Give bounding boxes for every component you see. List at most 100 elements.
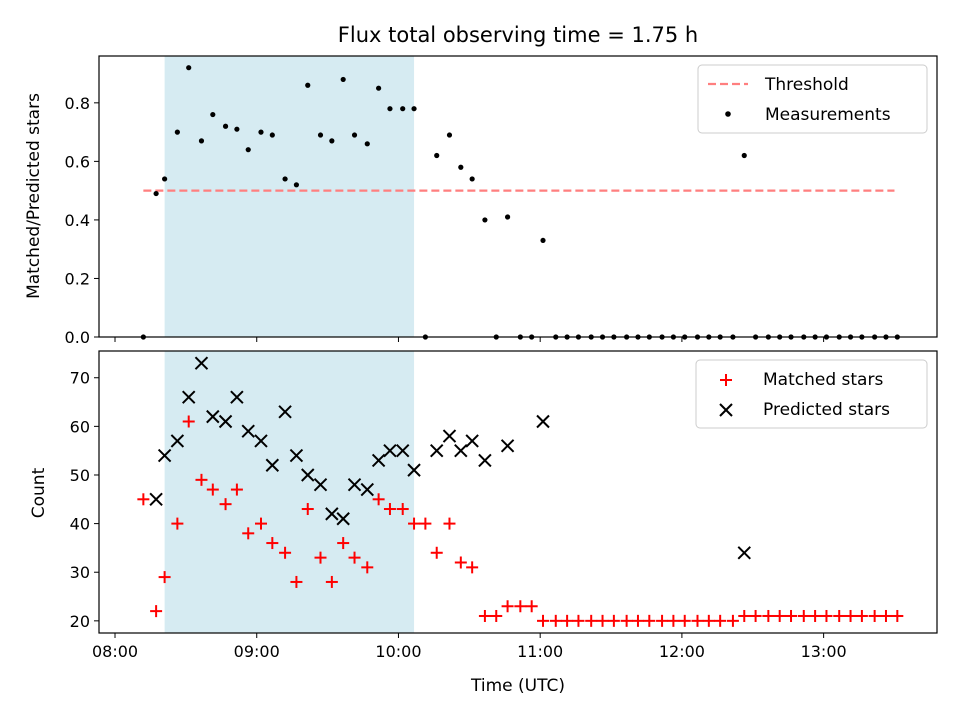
- measurement-point: [376, 85, 382, 91]
- measurement-point: [317, 132, 324, 138]
- predicted-star-point: [465, 434, 479, 448]
- predicted-star-point: [396, 443, 410, 458]
- predicted-star-point: [383, 443, 397, 458]
- matched-star-point: [762, 609, 775, 622]
- legend-measurements-swatch: [725, 111, 731, 117]
- bottom-ytick-label: 60: [70, 417, 90, 436]
- matched-star-point: [348, 551, 361, 564]
- measurement-point: [540, 237, 546, 244]
- predicted-star-point: [536, 414, 550, 429]
- matched-star-point: [454, 556, 467, 569]
- measurement-point: [234, 126, 240, 132]
- matched-star-point: [419, 517, 432, 530]
- predicted-star-point: [442, 429, 457, 443]
- matched-star-point: [809, 609, 822, 622]
- measurement-point: [258, 129, 264, 135]
- top-observing-window: [164, 56, 415, 337]
- matched-star-point: [490, 609, 503, 622]
- predicted-star-point: [360, 482, 374, 497]
- predicted-star-point: [170, 434, 185, 448]
- legend-matched-swatch: [720, 374, 732, 386]
- bottom-ytick-label: 50: [70, 466, 90, 485]
- matched-star-point: [396, 503, 409, 516]
- matched-star-point: [219, 498, 232, 511]
- matched-star-point: [314, 551, 327, 564]
- predicted-star-point: [241, 424, 255, 438]
- measurement-point: [222, 123, 229, 129]
- legend-measurements-label: Measurements: [765, 105, 891, 125]
- bottom-ytick-label: 40: [70, 515, 90, 534]
- bottom-observing-window: [164, 351, 415, 633]
- predicted-star-point: [149, 492, 163, 507]
- bottom-legend: Matched stars Predicted stars: [695, 359, 928, 429]
- matched-star-point: [797, 609, 810, 622]
- matched-star-point: [466, 561, 479, 574]
- bottom-plot-frame: [98, 350, 938, 634]
- matched-star-point: [443, 517, 456, 530]
- measurement-point: [269, 132, 275, 138]
- measurement-point: [174, 129, 180, 135]
- matched-star-point: [620, 614, 633, 627]
- measurement-point: [351, 132, 358, 138]
- measurement-point: [387, 106, 393, 112]
- measurement-point: [400, 106, 406, 112]
- matched-star-point: [820, 609, 833, 622]
- measurement-point: [329, 138, 335, 144]
- predicted-star-point: [325, 507, 339, 521]
- matched-star-point: [561, 614, 574, 627]
- matched-star-point: [279, 546, 292, 559]
- top-plot-frame: [98, 55, 938, 338]
- matched-star-point: [678, 614, 691, 627]
- matched-star-point: [785, 609, 798, 622]
- predicted-star-point: [336, 512, 350, 526]
- bottom-y-axis-label: Count: [29, 467, 49, 518]
- measurement-point: [198, 138, 205, 144]
- predicted-star-point: [157, 448, 172, 463]
- measurement-point: [293, 182, 300, 188]
- matched-star-point: [891, 609, 904, 622]
- matched-star-point: [667, 614, 680, 627]
- predicted-star-point: [194, 356, 209, 370]
- matched-star-point: [325, 575, 338, 588]
- matched-star-point: [301, 503, 314, 516]
- measurement-point: [245, 147, 251, 153]
- predicted-star-point: [407, 463, 421, 477]
- predicted-star-point: [478, 453, 492, 468]
- matched-star-point: [525, 600, 538, 613]
- predicted-star-point: [218, 414, 233, 429]
- predicted-star-point: [182, 390, 196, 404]
- predicted-star-point: [265, 458, 280, 472]
- matched-star-point: [195, 473, 208, 486]
- matched-star-point: [361, 561, 374, 574]
- measurement-point: [434, 152, 440, 159]
- x-axis-label: Time (UTC): [470, 676, 565, 696]
- matched-star-point: [230, 483, 243, 496]
- predicted-star-point: [206, 409, 220, 424]
- predicted-star-point: [289, 448, 304, 463]
- xtick-label: 10:00: [375, 642, 421, 661]
- matched-star-point: [430, 546, 443, 559]
- predicted-star-point: [500, 439, 515, 453]
- top-ytick-label: 0.6: [65, 152, 90, 171]
- top-ytick-label: 0.0: [65, 328, 90, 347]
- matched-star-point: [537, 614, 550, 627]
- xtick-label: 11:00: [517, 642, 563, 661]
- matched-star-point: [182, 415, 195, 428]
- matched-star-point: [408, 517, 421, 530]
- measurement-point: [504, 214, 511, 220]
- measurement-point: [282, 176, 288, 182]
- top-ytick-label: 0.4: [65, 211, 90, 230]
- matched-star-point: [290, 575, 303, 588]
- top-ytick-label: 0.8: [65, 94, 90, 113]
- matched-star-point: [631, 614, 644, 627]
- bottom-ytick-label: 20: [70, 612, 90, 631]
- xtick-label: 12:00: [659, 642, 705, 661]
- matched-star-point: [150, 605, 163, 618]
- measurement-point: [469, 176, 475, 182]
- measurement-point: [210, 111, 216, 118]
- predicted-star-point: [454, 443, 468, 458]
- matched-star-point: [266, 537, 279, 550]
- matched-star-point: [773, 609, 786, 622]
- matched-star-point: [206, 483, 219, 496]
- chart-title: Flux total observing time = 1.75 h: [338, 23, 698, 47]
